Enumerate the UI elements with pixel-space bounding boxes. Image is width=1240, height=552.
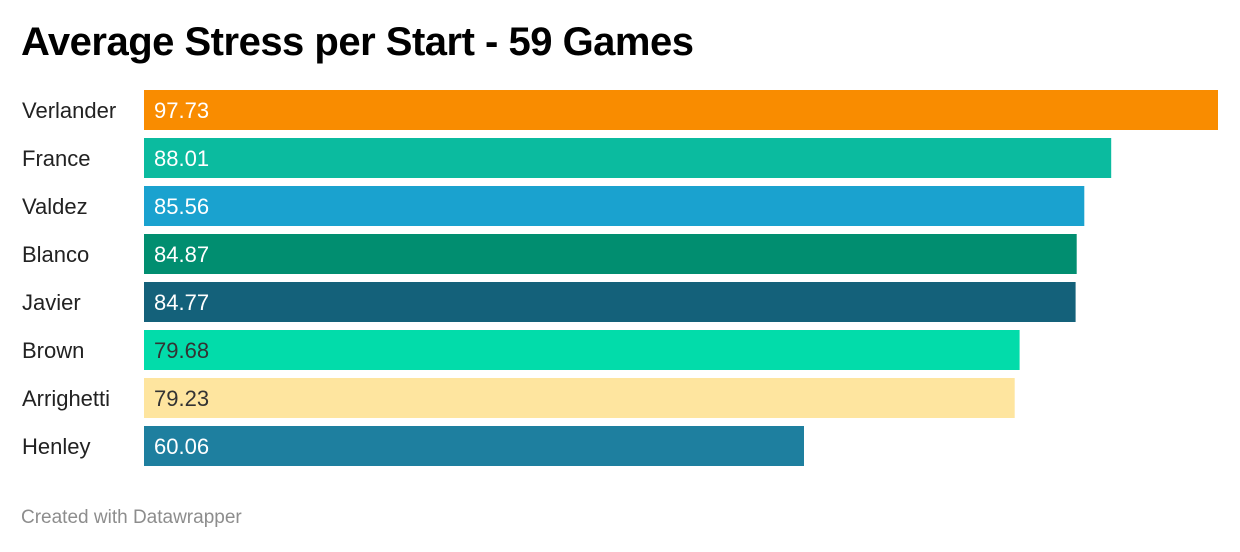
bar-value-label: 88.01 — [154, 146, 209, 171]
bar — [144, 378, 1015, 418]
bar — [144, 234, 1077, 274]
footer-credit: Created with Datawrapper — [21, 507, 242, 528]
bar-value-label: 79.23 — [154, 386, 209, 411]
category-label: Henley — [22, 434, 90, 459]
bar — [144, 426, 804, 466]
category-label: Brown — [22, 338, 84, 363]
category-label: Verlander — [22, 98, 116, 123]
bar-value-label: 97.73 — [154, 98, 209, 123]
bar — [144, 138, 1112, 178]
bar-value-label: 79.68 — [154, 338, 209, 363]
bar-value-label: 84.77 — [154, 290, 209, 315]
bar-value-label: 85.56 — [154, 194, 209, 219]
bar-value-label: 60.06 — [154, 434, 209, 459]
category-label: Arrighetti — [22, 386, 110, 411]
category-label: Valdez — [22, 194, 88, 219]
bar — [144, 186, 1085, 226]
bar — [144, 282, 1076, 322]
category-label: Javier — [22, 290, 81, 315]
bar — [144, 90, 1218, 130]
bar — [144, 330, 1020, 370]
category-label: France — [22, 146, 90, 171]
bars-layer: Verlander 97.73 France 88.01 Valdez 85.56 Blan… — [22, 90, 1218, 466]
category-label: Blanco — [22, 242, 89, 267]
bar-value-label: 84.87 — [154, 242, 209, 267]
chart-title: Average Stress per Start - 59 Games — [21, 20, 694, 64]
